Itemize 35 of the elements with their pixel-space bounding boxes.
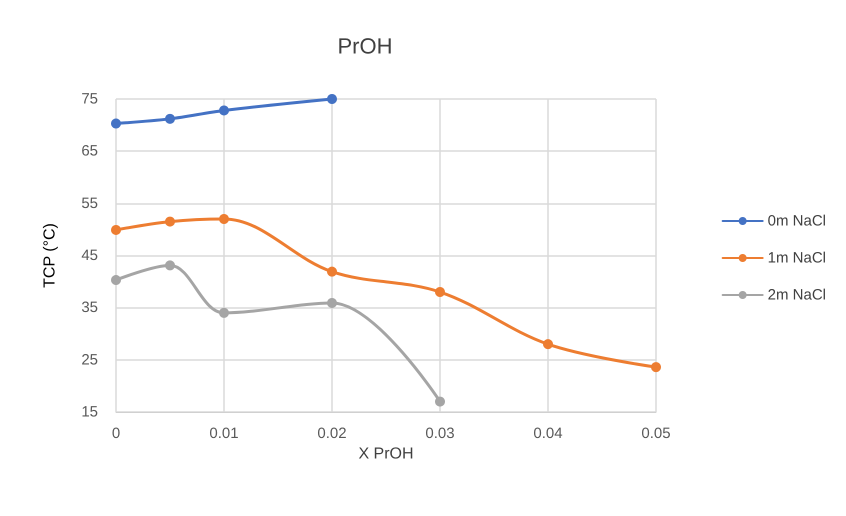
point xyxy=(435,287,445,298)
y-tick-label: 75 xyxy=(81,90,98,108)
point xyxy=(111,224,121,235)
legend-label: 2m NaCl xyxy=(768,286,826,304)
x-tick-label: 0.05 xyxy=(641,425,671,442)
x-axis-title: X PrOH xyxy=(358,446,414,462)
y-tick-label: 15 xyxy=(81,404,98,420)
point xyxy=(327,266,337,277)
x-tick-label: 0.01 xyxy=(209,425,239,442)
x-tick-label: 0.04 xyxy=(533,425,563,442)
point xyxy=(219,214,229,224)
point xyxy=(327,94,337,104)
point xyxy=(219,308,229,318)
chart-title: PrOH xyxy=(338,34,392,58)
y-axis-title: TCP (°C) xyxy=(42,223,58,288)
point xyxy=(165,114,175,124)
y-tick-label: 55 xyxy=(81,194,98,212)
x-tick-label: 0.02 xyxy=(317,425,347,442)
legend-label: 0m NaCl xyxy=(768,212,826,230)
x-tick-label: 0 xyxy=(112,425,120,442)
point xyxy=(165,216,175,227)
point xyxy=(543,339,553,350)
point xyxy=(435,396,445,407)
y-tick-label: 45 xyxy=(81,247,98,264)
point xyxy=(111,118,121,129)
y-tick-label: 35 xyxy=(81,299,98,316)
point xyxy=(327,298,337,308)
y-tick-label: 65 xyxy=(81,142,98,160)
legend-label: 1m NaCl xyxy=(768,250,826,266)
y-tick-label: 25 xyxy=(81,351,98,368)
point xyxy=(111,275,121,286)
x-tick-label: 0.03 xyxy=(425,425,455,442)
point xyxy=(219,105,229,116)
point xyxy=(651,362,661,372)
point xyxy=(165,260,175,270)
